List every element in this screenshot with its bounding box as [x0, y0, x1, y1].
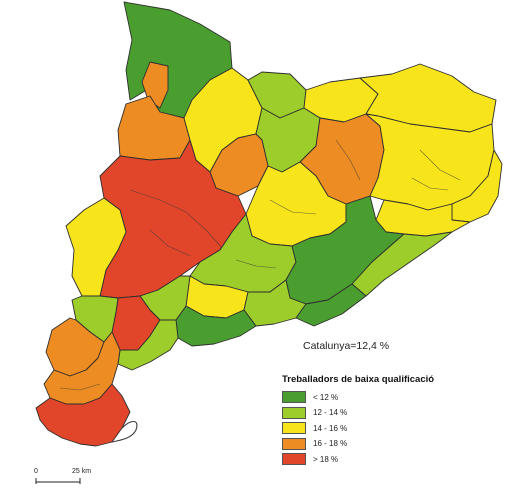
legend-label: 16 - 18 %	[313, 439, 348, 448]
internal-border	[269, 199, 317, 215]
legend-swatch	[282, 453, 306, 465]
legend-label: 14 - 16 %	[313, 423, 348, 433]
legend-swatch	[282, 391, 306, 403]
internal-border	[235, 259, 277, 269]
scale-end-label: 25 km	[72, 468, 92, 475]
legend-swatch	[282, 406, 306, 419]
internal-border	[149, 229, 191, 257]
internal-border	[335, 139, 361, 181]
legend-swatch	[282, 422, 306, 434]
legend-label: > 18 %	[313, 454, 339, 464]
region-maresme	[351, 231, 453, 297]
internal-border	[59, 383, 101, 391]
map-legend: Treballadors de baixa qualificació < 12 …	[282, 374, 472, 468]
scale-bar-line	[35, 478, 81, 484]
catalonia-total-label: Catalunya=12,4 %	[303, 340, 390, 352]
region-barcelones	[295, 283, 367, 327]
ebre-delta-coast	[111, 420, 138, 443]
region-montsia	[35, 383, 131, 447]
legend-label: < 12 %	[313, 392, 339, 402]
internal-border	[129, 189, 223, 249]
legend-title: Treballadors de baixa qualificació	[282, 374, 435, 385]
scale-start-label: 0	[34, 468, 38, 475]
legend-swatch	[282, 437, 306, 450]
scale-bar: 0 25 km	[34, 468, 94, 488]
region-segria	[65, 197, 127, 297]
legend-label: 12 - 14 %	[313, 408, 348, 417]
legend-item-lt-12: < 12 %	[282, 390, 472, 404]
legend-item-12-14: 12 - 14 %	[282, 406, 472, 420]
region-baix-camp	[117, 319, 179, 371]
legend-item-14-16: 14 - 16 %	[282, 421, 472, 435]
internal-border	[419, 149, 461, 181]
legend-item-16-18: 16 - 18 %	[282, 437, 472, 451]
internal-border	[411, 177, 449, 191]
legend-item-gt-18: > 18 %	[282, 452, 472, 466]
